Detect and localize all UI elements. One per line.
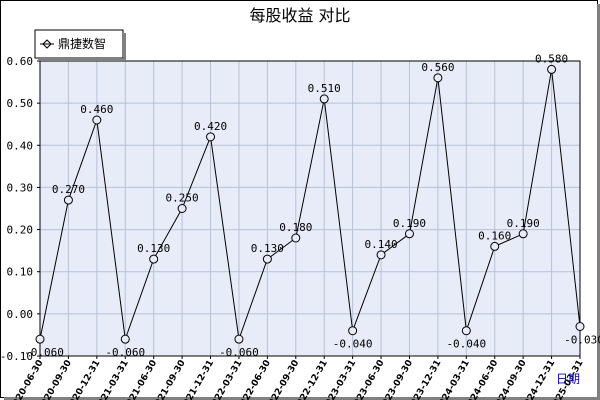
data-point bbox=[92, 115, 102, 125]
data-label: 0.580 bbox=[535, 52, 568, 65]
data-point bbox=[404, 229, 414, 239]
data-label: 0.460 bbox=[80, 103, 113, 116]
data-labels: -0.060 0.270 0.460 -0.060 0.130 0.250 0.420 -0.… bbox=[24, 52, 600, 359]
frame-shadow-right bbox=[597, 4, 600, 400]
y-tick-label: -0.10 bbox=[0, 350, 33, 363]
data-point bbox=[177, 204, 187, 213]
y-axis-ticks: 0.60 0.50 0.40 0.30 0.20 0.10 0.00 -0.10 bbox=[0, 55, 40, 363]
legend-shadow-bottom bbox=[38, 58, 126, 61]
data-label: -0.040 bbox=[333, 338, 373, 351]
y-tick-label: 0.10 bbox=[7, 266, 34, 279]
data-label: -0.030 bbox=[564, 334, 600, 347]
y-tick-label: 0.20 bbox=[7, 224, 34, 237]
data-point bbox=[35, 334, 45, 344]
y-tick-label: 0.00 bbox=[7, 308, 34, 321]
x-axis-label: 日期 bbox=[556, 372, 580, 386]
axes bbox=[39, 60, 581, 357]
legend-diamond-marker bbox=[42, 39, 52, 49]
y-tick-label: 0.40 bbox=[7, 139, 34, 152]
series-line bbox=[39, 69, 581, 340]
plot-background bbox=[40, 61, 580, 356]
legend-series-name: 鼎捷数智 bbox=[58, 36, 106, 51]
data-point bbox=[518, 229, 528, 239]
data-label: 0.180 bbox=[279, 221, 312, 234]
data-point bbox=[575, 322, 585, 331]
data-label: 0.560 bbox=[421, 61, 454, 74]
x-axis-ticks: 2020-06-302020-09-302020-12-312021-03-31… bbox=[8, 356, 586, 400]
data-point bbox=[433, 73, 443, 83]
data-label: 0.190 bbox=[393, 217, 426, 230]
data-point bbox=[376, 250, 386, 260]
data-point bbox=[461, 326, 471, 336]
data-point bbox=[547, 64, 557, 74]
y-tick-label: 0.30 bbox=[7, 181, 34, 194]
data-label: 0.270 bbox=[52, 183, 85, 196]
plot-border bbox=[39, 60, 581, 357]
data-label: 0.420 bbox=[194, 120, 227, 133]
data-label: 0.140 bbox=[364, 238, 397, 251]
data-label: 0.130 bbox=[251, 242, 284, 255]
data-point bbox=[319, 94, 329, 104]
data-label: 0.160 bbox=[478, 229, 511, 242]
data-point bbox=[149, 254, 159, 264]
data-point bbox=[63, 195, 73, 205]
data-point bbox=[120, 334, 130, 344]
data-label: -0.060 bbox=[24, 346, 64, 359]
data-point bbox=[234, 334, 244, 344]
chart-title: 每股收益 对比 bbox=[249, 6, 350, 25]
y-tick-label: 0.60 bbox=[7, 55, 34, 68]
series-layer bbox=[35, 64, 585, 344]
legend: 鼎捷数智 bbox=[34, 29, 126, 61]
data-label: 0.250 bbox=[166, 192, 199, 205]
data-label: 0.130 bbox=[137, 242, 170, 255]
data-label: 0.190 bbox=[507, 217, 540, 230]
data-label: -0.060 bbox=[105, 346, 145, 359]
y-tick-label: 0.50 bbox=[7, 97, 34, 110]
data-point bbox=[262, 254, 272, 264]
data-label: -0.040 bbox=[446, 338, 486, 351]
data-label: 0.510 bbox=[308, 82, 341, 95]
data-point bbox=[348, 326, 358, 336]
data-point bbox=[206, 132, 216, 142]
data-point bbox=[291, 233, 301, 243]
x-tick-label: 2020-06-30 bbox=[8, 359, 45, 400]
frame-shadow-bottom bbox=[4, 397, 600, 400]
legend-shadow-right bbox=[123, 33, 126, 61]
plot-area bbox=[40, 61, 580, 356]
data-point bbox=[490, 241, 500, 251]
data-label: -0.060 bbox=[219, 346, 259, 359]
